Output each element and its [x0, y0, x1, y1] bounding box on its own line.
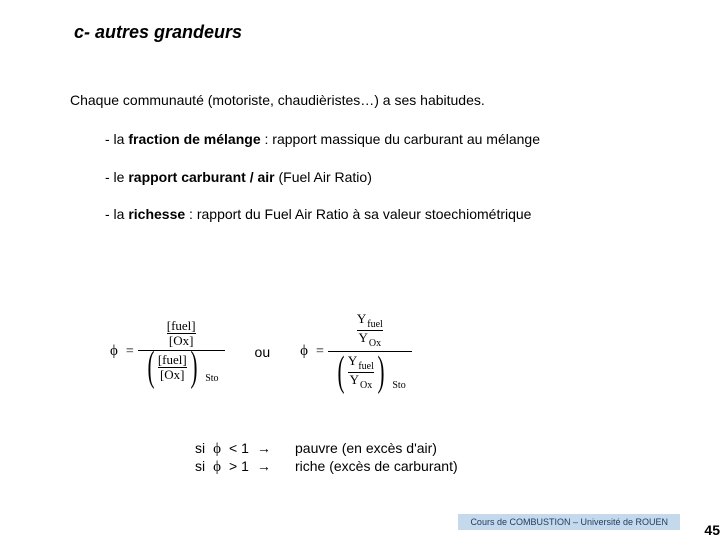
left-paren: (	[337, 358, 344, 387]
formula-1: ϕ = [fuel] [Ox] ( [fuel]	[110, 317, 225, 386]
condition-label: pauvre (en excès d'air)	[295, 440, 437, 456]
left-paren: (	[147, 353, 154, 382]
small-fraction: Yfuel YOx	[348, 354, 374, 391]
or-label: ou	[255, 344, 271, 360]
y-fuel: Yfuel	[348, 354, 374, 372]
phi-symbol: ϕ	[300, 343, 308, 360]
y-letter: Y	[350, 372, 359, 387]
ox-sub: Ox	[369, 338, 381, 349]
fuel-bracket: [fuel]	[158, 353, 187, 367]
phi-symbol: ϕ	[213, 459, 221, 476]
equals: =	[126, 344, 134, 360]
y-ox: YOx	[350, 373, 373, 391]
small-fraction: [fuel] [Ox]	[158, 353, 187, 381]
bullet-bold: fraction de mélange	[128, 131, 260, 147]
bullet-bold: richesse	[128, 206, 185, 222]
bullet-bold: rapport carburant / air	[128, 169, 274, 185]
y-ox: YOx	[359, 331, 382, 349]
denominator: ( [fuel] [Ox] ) Sto	[138, 351, 225, 386]
page-number: 45	[704, 522, 720, 538]
bullet-item: - la richesse : rapport du Fuel Air Rati…	[105, 205, 540, 225]
conditions-block: si ϕ < 1 → pauvre (en excès d'air) si ϕ …	[195, 440, 458, 476]
right-paren: )	[190, 353, 197, 382]
ox-sub: Ox	[360, 380, 372, 391]
arrow-icon: →	[257, 440, 271, 456]
formula-area: ϕ = [fuel] [Ox] ( [fuel]	[110, 310, 412, 393]
formula-2: ϕ = Yfuel YOx ( Yfuel	[300, 310, 412, 393]
si-label: si	[195, 440, 205, 456]
arrow-icon: →	[257, 458, 271, 474]
fuel-sub: fuel	[367, 319, 383, 330]
operator: < 1	[229, 440, 249, 456]
equals: =	[316, 344, 324, 360]
y-letter: Y	[348, 353, 357, 368]
footer-label: Cours de COMBUSTION – Université de ROUE…	[458, 514, 680, 530]
phi-symbol: ϕ	[213, 441, 221, 458]
right-paren: )	[377, 358, 384, 387]
fuel-bracket: [fuel]	[167, 319, 196, 333]
condition-label: riche (excès de carburant)	[295, 458, 458, 474]
big-fraction: [fuel] [Ox] ( [fuel] [Ox] )	[138, 317, 225, 386]
sto-subscript: Sto	[392, 380, 405, 391]
y-fuel: Yfuel	[357, 312, 383, 330]
bullet-rest: : rapport massique du carburant au mélan…	[261, 131, 540, 147]
sto-subscript: Sto	[205, 373, 218, 384]
big-fraction: Yfuel YOx ( Yfuel YOx )	[328, 310, 412, 393]
section-title: c- autres grandeurs	[74, 22, 242, 43]
ox-bracket: [Ox]	[160, 368, 185, 382]
paren-group: ( [fuel] [Ox] )	[144, 353, 201, 382]
bullet-rest: : rapport du Fuel Air Ratio à sa valeur …	[185, 206, 531, 222]
bullet-rest: (Fuel Air Ratio)	[275, 169, 372, 185]
y-letter: Y	[359, 330, 368, 345]
intro-text: Chaque communauté (motoriste, chaudièris…	[70, 92, 485, 108]
y-letter: Y	[357, 311, 366, 326]
condition-row: si ϕ > 1 → riche (excès de carburant)	[195, 458, 458, 476]
operator: > 1	[229, 458, 249, 474]
bullet-item: - la fraction de mélange : rapport massi…	[105, 130, 540, 150]
bullet-item: - le rapport carburant / air (Fuel Air R…	[105, 168, 540, 188]
condition-row: si ϕ < 1 → pauvre (en excès d'air)	[195, 440, 458, 458]
si-label: si	[195, 458, 205, 474]
numerator: Yfuel YOx	[351, 310, 389, 351]
bullet-list: - la fraction de mélange : rapport massi…	[105, 130, 540, 243]
bullet-prefix: - la	[105, 131, 128, 147]
paren-group: ( Yfuel YOx )	[334, 354, 388, 391]
bullet-prefix: - la	[105, 206, 128, 222]
denominator: ( Yfuel YOx ) Sto	[328, 352, 412, 393]
fuel-sub: fuel	[358, 361, 374, 372]
small-fraction: Yfuel YOx	[357, 312, 383, 349]
bullet-prefix: - le	[105, 169, 128, 185]
phi-symbol: ϕ	[110, 343, 118, 360]
